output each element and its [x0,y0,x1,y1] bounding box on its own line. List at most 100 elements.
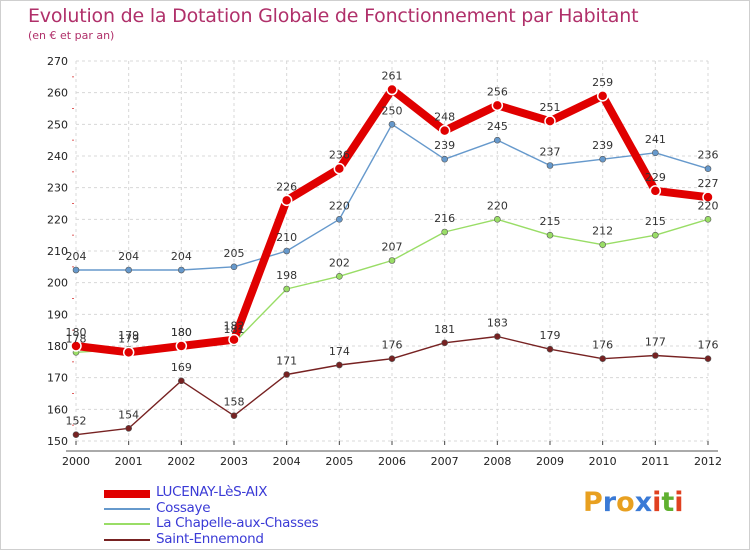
series-2-data-label: 198 [276,269,297,282]
y-tick-label: 240 [47,150,68,163]
x-tick-label: 2012 [694,455,722,468]
series-2-data-label: 179 [118,329,139,342]
series-3-point [230,412,238,419]
series-3-point [441,339,448,347]
series-1-point [599,155,606,163]
y-tick-label: 250 [47,118,68,131]
proxiti-logo: Proxiti [583,487,684,518]
series-2-point [441,228,448,236]
series-1-data-label: 237 [540,146,561,159]
series-1-data-label: 210 [276,231,297,244]
y-tick-label: 210 [47,245,68,258]
series-3-point [388,355,396,362]
x-tick-label: 2001 [115,455,143,468]
series-1-data-label: 239 [592,139,613,152]
logo-letter: t [661,487,675,518]
series-2-data-label: 212 [592,225,613,238]
logo-letter: o [616,487,635,518]
series-2-data-label: 215 [645,215,666,228]
legend-label-la-chapelle: La Chapelle-aux-Chasses [156,515,319,531]
series-2-data-label: 215 [540,215,561,228]
series-1-data-label: 204 [66,250,87,263]
series-1-point [125,266,132,274]
x-tick-label: 2010 [589,455,617,468]
series-0-data-label: 182 [224,320,245,333]
series-3-data-label: 177 [645,336,666,349]
series-1-data-label: 241 [645,133,666,146]
series-3-data-label: 179 [540,329,561,342]
series-3-point [178,377,185,385]
series-1-point [704,165,712,172]
series-0-point [649,185,662,197]
legend-label-lucenay: LUCENAY-LèS-AIX [156,484,268,500]
series-1-point [283,247,290,255]
x-tick-label: 2004 [273,455,301,468]
logo-letter: r [602,487,617,518]
x-tick-label: 2005 [325,455,353,468]
series-1-data-label: 204 [118,250,139,263]
series-3-point [494,333,501,340]
series-1-data-label: 205 [224,247,245,260]
y-tick-label: 150 [47,435,68,448]
series-0-data-label: 180 [171,326,192,339]
legend-swatch-saint-ennemond [104,538,150,541]
series-1-point [546,162,554,169]
series-2-point [283,285,290,293]
series-1-data-label: 250 [382,104,403,117]
series-0-point [175,340,188,352]
series-0-data-label: 261 [382,70,403,83]
y-tick-label: 200 [47,277,68,290]
legend-swatch-cossaye [104,507,150,510]
series-3-data-label: 176 [382,339,403,352]
series-3-data-label: 181 [434,323,455,336]
legend-label-cossaye: Cossaye [156,499,211,516]
chart-subtitle: (en € et par an) [28,29,115,42]
x-tick-label: 2006 [378,455,406,468]
legend-label-saint-ennemond: Saint-Ennemond [156,530,264,547]
series-0-point [228,333,240,346]
series-3-point [652,352,659,359]
y-tick-label: 220 [47,213,68,226]
series-0-point [333,162,346,175]
y-tick-label: 170 [47,372,68,385]
series-3-point [336,361,343,369]
series-0-data-label: 256 [487,85,508,98]
series-3-point [125,425,132,432]
series-1-point [652,149,659,157]
series-0-data-label: 180 [66,326,87,339]
series-1-point [494,136,501,144]
series-3-data-label: 176 [592,339,613,352]
logo-letter: P [583,487,603,518]
series-3-point [72,431,80,438]
series-2-data-label: 220 [698,199,719,212]
series-0-data-label: 259 [592,76,613,89]
series-0-point [491,99,504,112]
series-1-point [72,266,80,274]
data-labels: 180 179 180 182 226 236 261 248 256 251 259 229 227 2… [66,70,719,428]
series-3-data-label: 183 [487,317,508,330]
x-tick-label: 2003 [220,455,248,468]
chart-title: Evolution de la Dotation Globale de Fonc… [28,5,639,27]
series-2-data-label: 181 [224,323,245,336]
series-1-data-label: 236 [698,149,719,162]
series-0-point [70,340,82,352]
y-tick-label: 160 [47,403,68,416]
y-tick-label: 230 [47,182,68,195]
series-3-data-label: 174 [329,345,350,358]
legend-swatch-la-chapelle [104,523,150,525]
series-1-point [441,155,448,163]
series-0-point [702,191,714,203]
series-1-point [388,121,396,128]
series-3-data-label: 169 [171,361,192,374]
series-0-point [438,124,451,137]
series-2-data-label: 207 [382,241,403,254]
series-0-data-label: 227 [698,177,719,190]
y-tick-label: 180 [47,340,68,353]
axes: 150 160 170 180 190 200 210 220 230 240 250 260 270 2… [47,55,722,468]
series-0-point [596,90,609,102]
series-1-data-label: 220 [329,199,350,212]
series-3-data-label: 171 [276,355,297,368]
series-1-point [230,263,238,271]
x-tick-label: 2002 [167,455,195,468]
